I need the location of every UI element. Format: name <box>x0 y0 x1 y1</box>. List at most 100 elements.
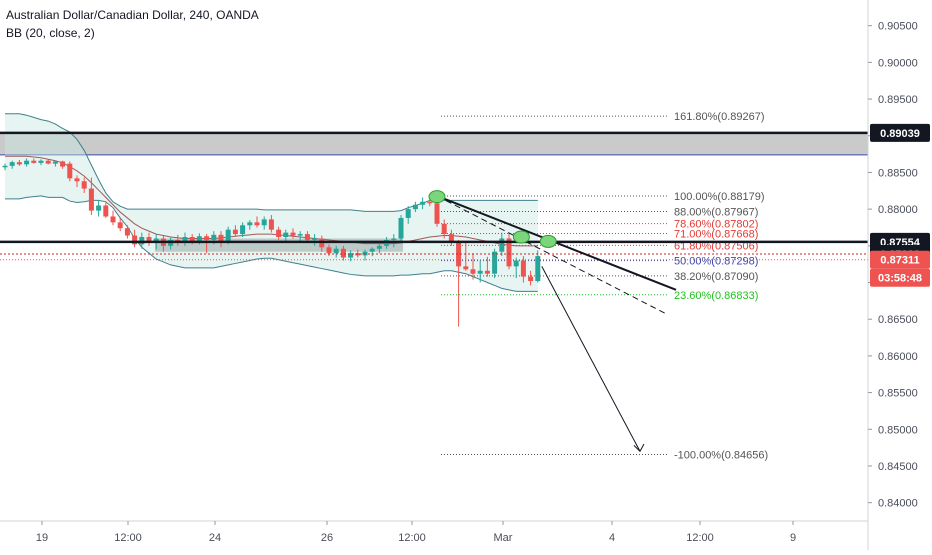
candle-body <box>67 163 73 179</box>
candle-body <box>146 237 152 243</box>
fib-level-label: 100.00%(0.88179) <box>674 191 765 203</box>
fib-level-label: 78.60%(0.87802) <box>674 219 758 231</box>
candle-body <box>196 236 202 242</box>
candle-body <box>9 162 15 166</box>
dashed-trend-line <box>436 195 669 316</box>
price-tick-label: 0.90000 <box>878 57 918 69</box>
candle-body <box>499 238 505 252</box>
candle-body <box>456 242 462 267</box>
candle-body <box>276 229 282 238</box>
chart-title: Australian Dollar/Canadian Dollar, 240, … <box>6 8 259 22</box>
fib-level-label: -100.00%(0.84656) <box>674 450 768 462</box>
price-tick-label: 0.89500 <box>878 94 918 106</box>
price-tick-label: 0.90500 <box>878 21 918 33</box>
price-tick-label: 0.88500 <box>878 167 918 179</box>
candle-body <box>369 248 375 252</box>
candle-body <box>117 222 123 229</box>
candle-body <box>484 270 490 274</box>
candle-body <box>211 234 217 240</box>
fib-level-label: 71.00%(0.87668) <box>674 228 758 240</box>
countdown-badge <box>870 268 930 287</box>
touch-point-marker <box>428 190 446 204</box>
candle-body <box>45 160 51 164</box>
candle-body <box>477 270 483 274</box>
projection-arrow-head <box>633 443 645 453</box>
candle-body <box>218 234 224 242</box>
fib-level-label: 161.80%(0.89267) <box>674 111 765 123</box>
resistance-zone <box>0 132 868 155</box>
candle-body <box>189 237 195 242</box>
candle-body <box>326 247 332 254</box>
candle-body <box>88 188 94 211</box>
candle-body <box>2 165 8 168</box>
candle-body <box>81 181 87 189</box>
candle-body <box>398 217 404 239</box>
candle-body <box>492 251 498 274</box>
candle-body <box>52 161 58 164</box>
candle-body <box>520 260 526 277</box>
candle-body <box>290 232 296 236</box>
time-tick-label: 12:00 <box>398 532 426 544</box>
price-badge-label: 0.87311 <box>880 255 919 267</box>
candle-body <box>506 238 512 267</box>
candle-body <box>247 222 253 226</box>
candle-body <box>333 248 339 254</box>
fib-level-label: 88.00%(0.87967) <box>674 207 758 219</box>
candle-body <box>261 219 267 226</box>
candle-body <box>240 225 246 235</box>
candle-body <box>528 276 534 282</box>
candle-body <box>24 160 30 165</box>
time-tick-label: 4 <box>609 532 615 544</box>
time-tick-label: 9 <box>790 532 796 544</box>
touch-point-marker <box>512 230 530 244</box>
candle-body <box>340 248 346 258</box>
price-tick-label: 0.84500 <box>878 461 918 473</box>
candle-body <box>535 256 541 282</box>
candle-body <box>304 234 310 240</box>
candle-body <box>96 205 102 211</box>
candle-body <box>362 251 368 256</box>
price-tick-label: 0.86500 <box>878 314 918 326</box>
candle-body <box>312 238 318 240</box>
fib-level-label: 61.80%(0.87506) <box>674 240 758 252</box>
price-tick-label: 0.85500 <box>878 388 918 400</box>
time-tick-label: 24 <box>209 532 221 544</box>
time-tick-label: Mar <box>494 532 513 544</box>
candle-body <box>463 266 469 270</box>
candle-body <box>448 234 454 243</box>
touch-point-marker <box>539 234 557 248</box>
candle-body <box>420 201 426 205</box>
candle-body <box>74 178 80 182</box>
candle-body <box>60 161 66 167</box>
candle-body <box>124 228 130 236</box>
candle-body <box>16 162 22 165</box>
price-badge-label: 0.89039 <box>880 128 920 140</box>
fib-level-label: 23.60%(0.86833) <box>674 290 758 302</box>
price-tick-label: 0.86000 <box>878 351 918 363</box>
price-tick-label: 0.85000 <box>878 424 918 436</box>
candle-body <box>412 204 418 210</box>
price-tick-label: 0.84000 <box>878 498 918 510</box>
time-tick-label: 26 <box>321 532 333 544</box>
candle-body <box>391 238 397 240</box>
price-badge <box>870 250 930 269</box>
candle-body <box>513 260 519 267</box>
candle-body <box>254 222 260 226</box>
candle-body <box>297 234 303 236</box>
price-badge <box>870 123 930 142</box>
candle-body <box>132 235 138 245</box>
fib-level-label: 50.00%(0.87298) <box>674 256 758 268</box>
indicator-label[interactable]: BB (20, close, 2) <box>6 26 95 40</box>
candle-body <box>204 236 210 240</box>
countdown-label: 03:58:48 <box>878 273 922 285</box>
price-tick-label: 0.88000 <box>878 204 918 216</box>
candle-body <box>348 253 354 258</box>
time-tick-label: 12:00 <box>114 532 142 544</box>
candle-body <box>31 160 37 163</box>
candle-body <box>38 160 44 163</box>
candle-body <box>283 232 289 238</box>
time-tick-label: 19 <box>36 532 48 544</box>
candle-body <box>232 229 238 235</box>
